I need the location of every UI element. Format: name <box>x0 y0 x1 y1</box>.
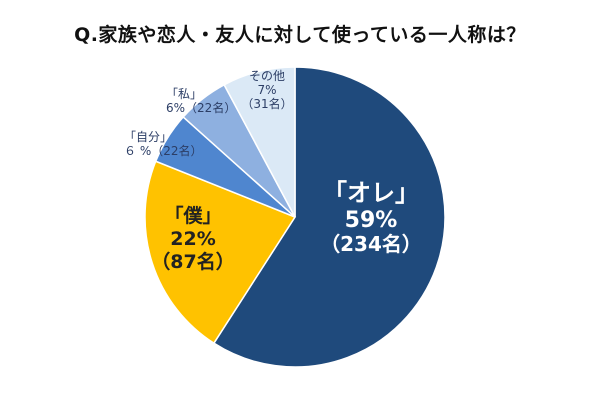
slice-name-ore: 「オレ」 <box>323 179 419 207</box>
slice-count-ore: （234名） <box>320 231 422 256</box>
slice-name-watashi: 「私」 <box>166 87 203 101</box>
slice-percent-other: 7% <box>257 82 277 97</box>
slice-name-other: その他 <box>248 69 285 83</box>
slice-count-other: （31名） <box>241 96 293 111</box>
slice-name-boku: 「僕」 <box>164 205 222 227</box>
slice-percent-ore: 59% <box>344 207 398 233</box>
slice-count-boku: （87名） <box>151 251 235 274</box>
slice-percent-watashi: 6% <box>166 100 186 115</box>
slice-percent-count-jibun: ６ %（22名） <box>124 143 210 159</box>
slice-count-watashi: （22名） <box>185 100 237 115</box>
slice-name-jibun: 「自分」 <box>124 130 173 144</box>
chart-title: Q.家族や恋人・友人に対して使っている一人称は？ <box>74 24 526 46</box>
slice-label-ore: 「オレ」 59% （234名） <box>306 179 436 256</box>
slice-percent-boku: 22% <box>170 228 216 251</box>
slice-percent-jibun: ６ % <box>124 143 152 158</box>
pie-slice-other <box>223 66 296 218</box>
slice-percent-count-watashi: 6%（22名） <box>166 100 252 116</box>
pie-slice-ore <box>212 66 446 368</box>
slice-count-jibun: （22名） <box>151 143 203 158</box>
slice-label-boku: 「僕」 22% （87名） <box>150 205 236 275</box>
pie-slice-boku <box>144 160 297 345</box>
slice-label-watashi: 「私」 6%（22名） <box>166 87 252 116</box>
slice-label-other: その他 7% （31名） <box>240 69 294 111</box>
slice-label-jibun: 「自分」 ６ %（22名） <box>124 130 210 159</box>
